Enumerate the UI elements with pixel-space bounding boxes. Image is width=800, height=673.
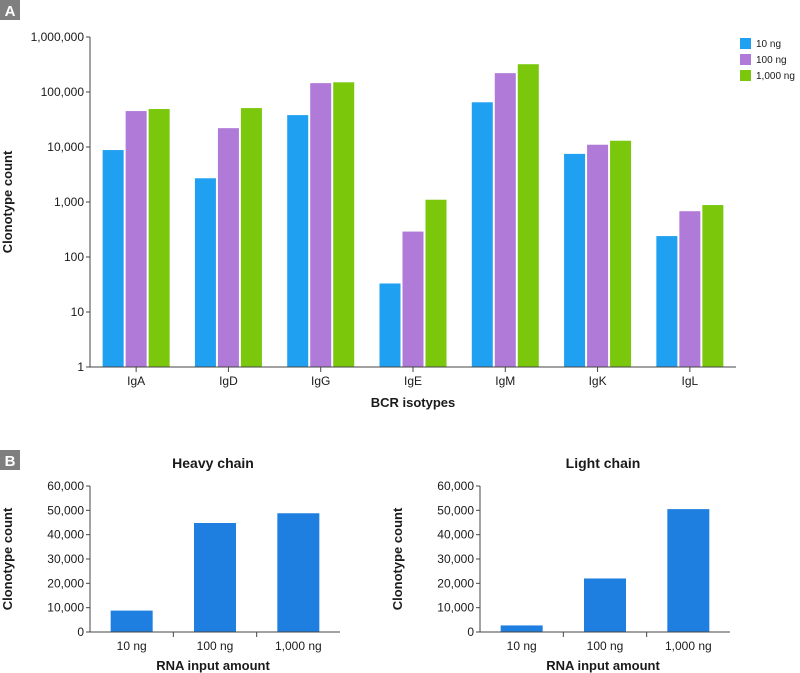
y-tick-label: 0 — [467, 625, 474, 639]
x-tick-label: IgG — [311, 374, 330, 388]
bar-IgL-series-2 — [702, 205, 724, 367]
bar-IgA-series-0 — [102, 150, 124, 367]
bars — [500, 509, 710, 632]
panel-label-a: A — [5, 3, 16, 20]
y-tick-label: 20,000 — [47, 576, 84, 590]
y-tick-label: 50,000 — [437, 503, 474, 517]
bar-IgE-series-1 — [402, 231, 424, 367]
legend-swatch — [740, 38, 751, 49]
y-tick-label: 10,000 — [47, 601, 84, 615]
bar-IgK-series-2 — [610, 140, 632, 367]
bar-IgM-series-2 — [517, 64, 539, 368]
x-axis-title: RNA input amount — [546, 658, 660, 673]
bar-IgL-series-1 — [679, 211, 701, 367]
y-axis-title: Clonotype count — [0, 150, 15, 253]
bar-IgK-series-0 — [564, 153, 586, 367]
y-tick-label: 50,000 — [47, 503, 84, 517]
x-tick-label: IgM — [495, 374, 515, 388]
x-axis-ticks: 10 ng 100 ng 1,000 ng — [507, 632, 712, 653]
legend: 10 ng 100 ng 1,000 ng — [740, 38, 795, 82]
y-tick-label: 100 — [64, 250, 84, 264]
x-axis-ticks: IgA IgD IgG IgE IgM IgK IgL — [127, 367, 699, 388]
y-axis-ticks: 0 10,000 20,000 30,000 40,000 50,000 60,000 — [47, 479, 90, 639]
y-axis-title: Clonotype count — [390, 507, 405, 610]
x-tick-label: IgL — [682, 374, 699, 388]
bar-IgG-series-0 — [287, 115, 309, 367]
x-tick-label: 10 ng — [117, 639, 147, 653]
bar-100ng — [584, 578, 626, 632]
bar-IgK-series-1 — [587, 144, 609, 367]
y-axis-ticks: 0 10,000 20,000 30,000 40,000 50,000 60,000 — [437, 479, 480, 639]
panel-label-b: B — [5, 453, 16, 470]
bars — [102, 64, 724, 368]
chart-heavy-chain: Heavy chain 0 10,000 20,000 30,000 40,000 50,… — [0, 455, 340, 673]
x-tick-label: 10 ng — [507, 639, 537, 653]
bar-IgG-series-2 — [333, 82, 355, 368]
y-tick-label: 30,000 — [47, 552, 84, 566]
bar-10ng — [110, 610, 153, 632]
bar-1000ng — [667, 509, 710, 632]
x-axis-ticks: 10 ng 100 ng 1,000 ng — [117, 632, 322, 653]
bar-IgD-series-0 — [194, 178, 216, 367]
legend-label: 1,000 ng — [756, 71, 795, 82]
bar-100ng — [194, 522, 236, 632]
chart-title: Heavy chain — [172, 455, 254, 471]
chart-title: Light chain — [566, 455, 641, 471]
x-tick-label: IgA — [127, 374, 145, 388]
y-tick-label: 1,000,000 — [31, 30, 85, 44]
x-axis-title: RNA input amount — [156, 658, 270, 673]
bar-10ng — [500, 625, 543, 632]
y-tick-label: 10 — [71, 305, 85, 319]
y-tick-label: 60,000 — [437, 479, 474, 493]
legend-label: 10 ng — [756, 39, 781, 50]
chart-light-chain: Light chain 0 10,000 20,000 30,000 40,000 50,… — [390, 455, 730, 673]
bar-1000ng — [277, 513, 320, 632]
x-tick-label: 1,000 ng — [275, 639, 322, 653]
bar-IgA-series-1 — [125, 111, 147, 368]
bar-IgD-series-1 — [217, 128, 239, 367]
x-tick-label: IgE — [404, 374, 422, 388]
x-axis-title: BCR isotypes — [371, 395, 456, 410]
bars — [110, 513, 320, 632]
y-tick-label: 10,000 — [437, 601, 474, 615]
x-tick-label: IgK — [589, 374, 607, 388]
x-tick-label: IgD — [219, 374, 238, 388]
y-tick-label: 0 — [77, 625, 84, 639]
x-tick-label: 100 ng — [587, 639, 624, 653]
legend-swatch — [740, 54, 751, 65]
y-tick-label: 40,000 — [437, 528, 474, 542]
y-tick-label: 20,000 — [437, 576, 474, 590]
legend-label: 100 ng — [756, 55, 787, 66]
chart-isotypes: 1 10 100 1,000 10,000 100,000 1,000,000 IgA IgD… — [0, 30, 795, 410]
bar-IgA-series-2 — [148, 109, 170, 367]
y-tick-label: 30,000 — [437, 552, 474, 566]
panel-label-b-box — [0, 450, 20, 470]
y-tick-label: 1,000 — [54, 195, 84, 209]
y-tick-label: 10,000 — [47, 140, 84, 154]
bar-IgE-series-0 — [379, 283, 401, 367]
y-tick-label: 1 — [77, 360, 84, 374]
bar-IgD-series-2 — [240, 108, 262, 367]
bar-IgL-series-0 — [656, 236, 678, 367]
x-tick-label: 100 ng — [197, 639, 234, 653]
bar-IgG-series-1 — [310, 83, 332, 368]
y-tick-label: 60,000 — [47, 479, 84, 493]
y-axis-ticks: 1 10 100 1,000 10,000 100,000 1,000,000 — [31, 30, 90, 374]
y-axis-title: Clonotype count — [0, 507, 15, 610]
bar-IgM-series-0 — [471, 102, 493, 367]
x-tick-label: 1,000 ng — [665, 639, 712, 653]
y-tick-label: 100,000 — [41, 85, 85, 99]
legend-swatch — [740, 70, 751, 81]
y-tick-label: 40,000 — [47, 528, 84, 542]
bar-IgE-series-2 — [425, 199, 447, 367]
bar-IgM-series-1 — [494, 73, 516, 368]
panel-label-a-box — [0, 0, 20, 20]
